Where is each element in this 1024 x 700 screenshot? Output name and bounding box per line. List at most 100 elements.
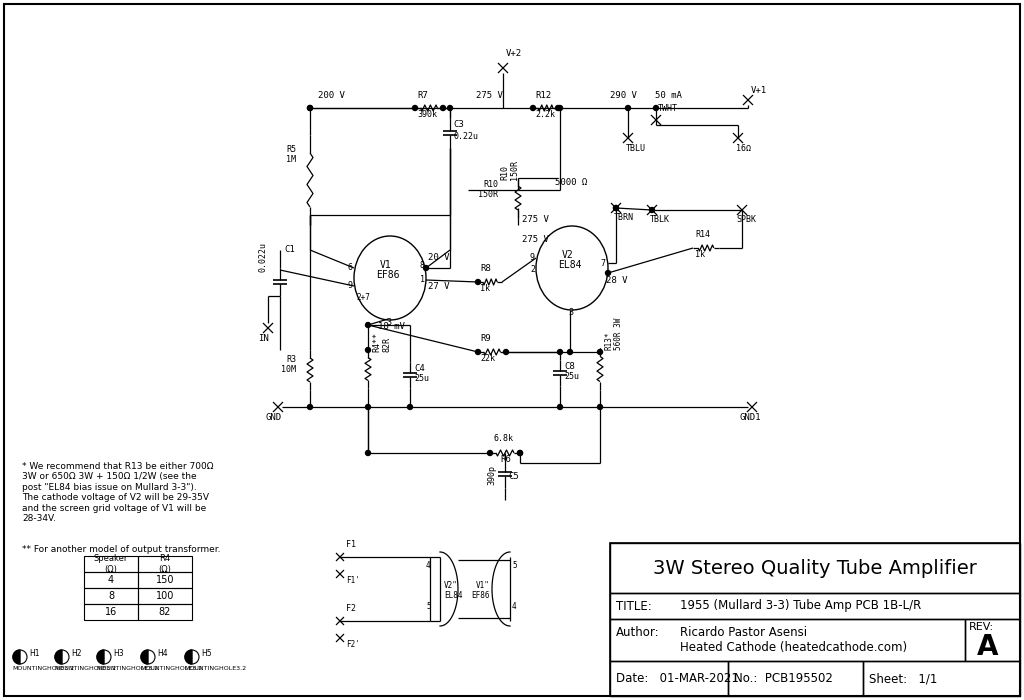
Bar [84, 588, 138, 604]
Text: 50 mA: 50 mA [655, 91, 682, 100]
Text: 0.22u: 0.22u [453, 132, 478, 141]
Text: MOUNTINGHOLE3.2: MOUNTINGHOLE3.2 [54, 666, 116, 671]
Text: V+1: V+1 [751, 86, 767, 95]
Text: R10: R10 [483, 180, 498, 189]
Text: C5: C5 [508, 472, 519, 481]
Text: 28 V: 28 V [606, 276, 628, 285]
Circle shape [530, 106, 536, 111]
Bar [965, 619, 1020, 661]
Text: 8: 8 [420, 262, 425, 270]
Circle shape [55, 650, 69, 664]
Text: MOUNTINGHOLE3.2: MOUNTINGHOLE3.2 [12, 666, 74, 671]
Text: 4: 4 [108, 575, 114, 585]
Text: H3: H3 [113, 648, 124, 657]
Circle shape [440, 106, 445, 111]
Text: EF86: EF86 [471, 591, 490, 600]
Circle shape [366, 323, 371, 328]
Text: H4: H4 [157, 648, 168, 657]
Bar [863, 661, 1020, 696]
Text: 390k: 390k [417, 110, 437, 119]
Text: 3: 3 [568, 308, 573, 317]
Text: V1": V1" [476, 581, 490, 590]
Circle shape [307, 106, 312, 111]
Bar [138, 604, 193, 620]
Text: TBRN: TBRN [614, 213, 634, 222]
Text: 1M: 1M [286, 155, 296, 164]
Polygon shape [13, 650, 20, 664]
Text: R13*: R13* [604, 332, 613, 350]
Text: 5: 5 [512, 561, 517, 570]
Text: F1: F1 [346, 540, 356, 549]
Circle shape [475, 349, 480, 354]
Circle shape [597, 405, 602, 409]
Text: IN: IN [258, 334, 268, 343]
Text: SPBK: SPBK [736, 215, 756, 224]
Text: R4**: R4** [372, 332, 381, 352]
Bar [610, 543, 1020, 696]
Circle shape [307, 405, 312, 409]
Text: A: A [977, 633, 998, 661]
Circle shape [605, 270, 610, 276]
Circle shape [555, 106, 560, 111]
Circle shape [366, 451, 371, 456]
Text: TWHT: TWHT [658, 104, 678, 113]
Text: * We recommend that R13 be either 700Ω
3W or 650Ω 3W + 150Ω 1/2W (see the
post ": * We recommend that R13 be either 700Ω 3… [22, 462, 213, 523]
Text: 5: 5 [426, 602, 431, 611]
Text: 290 V: 290 V [610, 91, 637, 100]
Text: EL84: EL84 [444, 591, 463, 600]
Circle shape [487, 451, 493, 456]
Bar [610, 543, 1020, 593]
Text: 82R: 82R [382, 337, 391, 352]
Text: 200 V: 200 V [318, 91, 345, 100]
Circle shape [613, 206, 618, 211]
Text: 150R: 150R [510, 160, 519, 180]
Circle shape [447, 106, 453, 111]
Text: TBLU: TBLU [626, 144, 646, 153]
Text: 27 V: 27 V [428, 282, 450, 291]
Circle shape [424, 265, 428, 270]
Text: 2: 2 [530, 265, 535, 274]
Text: F2: F2 [346, 604, 356, 613]
Circle shape [185, 650, 199, 664]
Bar [728, 661, 863, 696]
Polygon shape [97, 650, 104, 664]
Bar [138, 572, 193, 588]
Text: 18 mV: 18 mV [378, 322, 404, 331]
Text: 390p: 390p [487, 465, 496, 485]
Text: 0.022u: 0.022u [258, 242, 267, 272]
Text: R5: R5 [286, 145, 296, 154]
Polygon shape [141, 650, 148, 664]
Text: Speaker
(Ω): Speaker (Ω) [94, 554, 128, 574]
Circle shape [557, 106, 562, 111]
Text: C3: C3 [453, 120, 464, 129]
Text: 5000 Ω: 5000 Ω [555, 178, 587, 187]
Circle shape [517, 451, 522, 456]
Text: R3: R3 [286, 355, 296, 364]
Bar [84, 572, 138, 588]
Text: R7: R7 [417, 91, 428, 100]
Text: R9: R9 [480, 334, 490, 343]
Text: R12: R12 [535, 91, 551, 100]
Circle shape [626, 106, 631, 111]
Text: EF86: EF86 [376, 270, 399, 280]
Text: 6: 6 [348, 263, 353, 272]
Text: H2: H2 [71, 648, 82, 657]
Circle shape [97, 650, 111, 664]
Text: 10M: 10M [281, 365, 296, 374]
Text: V2: V2 [562, 250, 573, 260]
Polygon shape [55, 650, 62, 664]
Text: 3: 3 [386, 318, 391, 327]
Text: MOUNTINGHOLE3.2: MOUNTINGHOLE3.2 [184, 666, 246, 671]
Text: 25u: 25u [414, 374, 429, 383]
Text: 100: 100 [156, 591, 174, 601]
Text: 16Ω: 16Ω [736, 144, 751, 153]
Text: 2.2k: 2.2k [535, 110, 555, 119]
Polygon shape [185, 650, 193, 664]
Circle shape [413, 106, 418, 111]
Text: 560R 3W: 560R 3W [614, 318, 623, 350]
Text: C1: C1 [284, 245, 295, 254]
Circle shape [13, 650, 27, 664]
Text: MOUNTINGHOLE3.2: MOUNTINGHOLE3.2 [140, 666, 202, 671]
Bar [84, 556, 138, 572]
Text: 275 V: 275 V [522, 215, 549, 224]
